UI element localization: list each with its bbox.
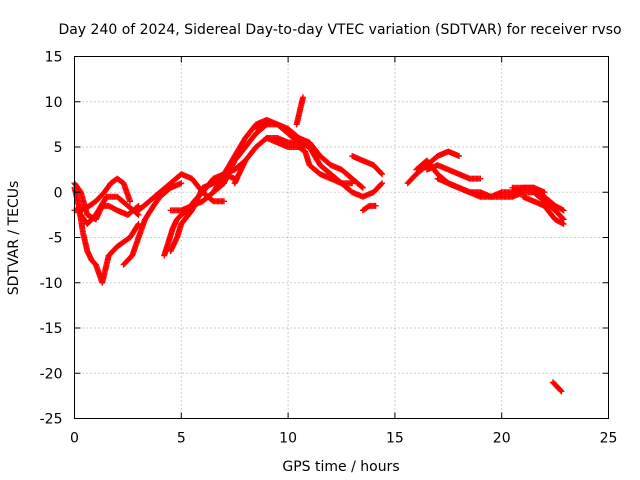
y-tick-label: 10 <box>45 95 63 111</box>
x-axis-tick-labels: 0 5 10 15 20 25 <box>70 431 617 447</box>
chart-title: Day 240 of 2024, Sidereal Day-to-day VTE… <box>58 22 621 38</box>
series-arc-16 <box>359 202 379 214</box>
y-tick-label: 0 <box>54 185 63 201</box>
y-axis-tick-labels: 15 10 5 0 -5 -10 -15 -20 -25 <box>40 50 63 428</box>
y-tick-label: -5 <box>49 231 63 247</box>
x-tick-label: 15 <box>386 431 404 447</box>
data-point <box>134 210 141 217</box>
data-point <box>300 94 307 101</box>
x-tick-label: 0 <box>70 431 79 447</box>
series-arc-15 <box>349 153 386 178</box>
series-arc-22 <box>520 193 567 227</box>
data-point <box>359 184 366 191</box>
y-tick-label: -25 <box>40 412 63 428</box>
series-arc-3 <box>71 180 142 223</box>
y-tick-label: -15 <box>40 321 63 337</box>
plot-frame <box>74 56 609 419</box>
series-arc-9 <box>167 157 249 255</box>
grid-lines <box>74 56 609 419</box>
series-arc-14 <box>253 121 366 191</box>
y-tick-label: -10 <box>40 276 63 292</box>
y-tick-label: -20 <box>40 366 63 382</box>
series-arc-13 <box>293 94 307 128</box>
data-point <box>558 388 565 395</box>
data-point <box>358 183 365 190</box>
series-arc-19 <box>423 162 484 182</box>
x-axis-label: GPS time / hours <box>282 459 399 475</box>
data-point <box>560 207 567 214</box>
data-point <box>372 202 379 209</box>
data-point <box>378 170 385 177</box>
series-arc-21 <box>509 184 567 214</box>
series-arc-23 <box>549 379 565 395</box>
series-arc-5 <box>120 180 185 268</box>
series-arc-4 <box>77 193 142 227</box>
x-tick-label: 5 <box>177 431 186 447</box>
x-tick-label: 25 <box>600 431 618 447</box>
data-point <box>379 171 386 178</box>
y-tick-label: 5 <box>54 140 63 156</box>
data-point <box>221 198 228 205</box>
data-point <box>557 387 564 394</box>
data-point <box>378 181 385 188</box>
y-axis-label: SDTVAR / TECUs <box>6 181 22 296</box>
data-point <box>455 153 462 160</box>
data-point <box>560 220 567 227</box>
data-point <box>379 180 386 187</box>
x-tick-label: 10 <box>279 431 297 447</box>
x-tick-label: 20 <box>493 431 511 447</box>
data-point <box>477 175 484 182</box>
data-points <box>71 94 567 395</box>
data-point <box>134 222 141 229</box>
y-tick-label: 15 <box>45 50 63 66</box>
data-point <box>127 198 134 205</box>
data-point <box>178 180 185 187</box>
